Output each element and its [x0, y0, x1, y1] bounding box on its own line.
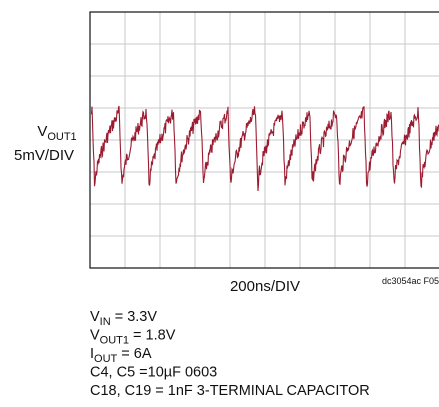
note-rest: = 6A [117, 346, 152, 362]
note-line: VIN = 3.3V [90, 309, 157, 328]
figure-id: dc3054ac F05 [382, 276, 439, 286]
y-label-main: V [37, 123, 47, 140]
note-sub: OUT1 [100, 335, 129, 347]
note-rest: = 3.3V [111, 309, 158, 325]
note-main: C4, C5 =10µF 0603 [90, 365, 217, 381]
y-label-sub: OUT1 [47, 131, 76, 143]
x-label: 200ns/DIV [230, 278, 300, 295]
y-scale: 5mV/DIV [14, 147, 74, 164]
note-main: V [90, 328, 100, 344]
note-line: IOUT = 6A [90, 346, 152, 365]
note-sub: OUT [94, 353, 118, 365]
note-main: C18, C19 = 1nF 3-TERMINAL CAPACITOR [90, 383, 370, 399]
note-rest: = 1.8V [129, 328, 176, 344]
note-line: C18, C19 = 1nF 3-TERMINAL CAPACITOR [90, 383, 370, 399]
note-main: I [90, 346, 94, 362]
note-sub: IN [100, 316, 111, 328]
scope-frame [89, 11, 439, 269]
scope-grid [90, 12, 439, 268]
y-label: VOUT1 [37, 123, 76, 143]
waveform [90, 105, 439, 192]
note-main: V [90, 309, 100, 325]
note-line: C4, C5 =10µF 0603 [90, 365, 217, 381]
note-line: VOUT1 = 1.8V [90, 328, 176, 347]
